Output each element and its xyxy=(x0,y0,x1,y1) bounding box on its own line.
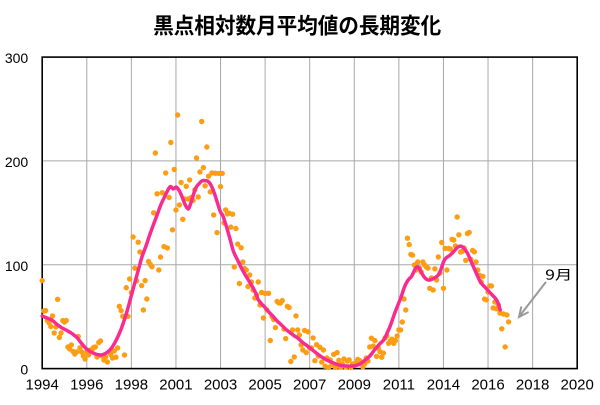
svg-text:2011: 2011 xyxy=(383,377,415,394)
svg-text:1998: 1998 xyxy=(115,377,148,394)
svg-text:0: 0 xyxy=(20,362,28,378)
svg-text:100: 100 xyxy=(5,258,29,274)
svg-text:2003: 2003 xyxy=(204,377,237,394)
svg-text:200: 200 xyxy=(5,154,29,170)
svg-text:2018: 2018 xyxy=(516,377,549,394)
svg-text:300: 300 xyxy=(5,50,29,66)
svg-text:2014: 2014 xyxy=(427,377,460,394)
svg-text:2020: 2020 xyxy=(561,377,594,394)
svg-text:1994: 1994 xyxy=(26,377,59,394)
svg-text:2016: 2016 xyxy=(471,377,504,394)
svg-text:2001: 2001 xyxy=(159,377,192,394)
svg-text:2007: 2007 xyxy=(293,377,326,394)
svg-text:2005: 2005 xyxy=(248,377,281,394)
svg-text:1996: 1996 xyxy=(70,377,103,394)
svg-text:2009: 2009 xyxy=(338,377,371,394)
